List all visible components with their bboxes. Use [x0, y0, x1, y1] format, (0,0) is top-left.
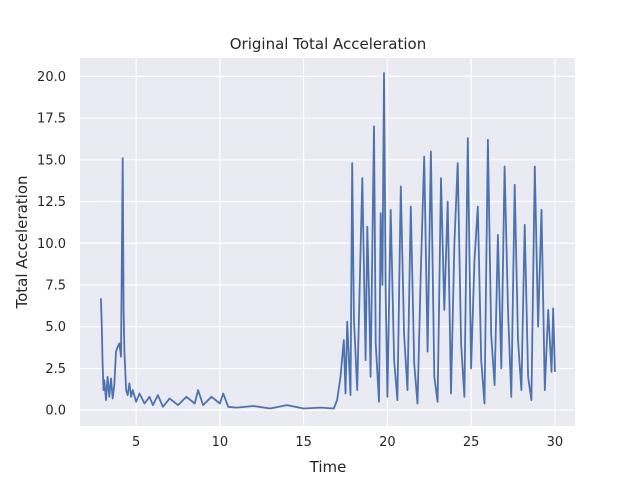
y-axis-label: Total Acceleration	[13, 175, 31, 309]
x-tick-label: 20	[379, 435, 396, 450]
y-tick-label: 12.5	[37, 195, 66, 210]
x-tick-label: 10	[212, 435, 229, 450]
x-tick-label: 15	[295, 435, 312, 450]
y-tick-label: 5.0	[45, 320, 66, 335]
x-tick-label: 30	[547, 435, 564, 450]
series-line-0	[100, 72, 556, 410]
y-tick-label: 15.0	[37, 153, 66, 168]
y-tick-label: 10.0	[37, 237, 66, 252]
y-tick-label: 17.5	[37, 112, 66, 127]
y-tick-label: 7.5	[45, 278, 66, 293]
chart-title: Original Total Acceleration	[230, 35, 426, 53]
x-tick-labels: 5 10 15 20 25 30	[132, 435, 563, 450]
series-layer	[100, 72, 556, 410]
x-tick-label: 25	[463, 435, 480, 450]
y-tick-label: 2.5	[45, 362, 66, 377]
y-tick-labels: 0.0 2.5 5.0 7.5 10.0 12.5 15.0 17.5 20.0	[37, 70, 66, 419]
grid-lines	[80, 58, 575, 426]
y-tick-label: 0.0	[45, 404, 66, 419]
x-tick-label: 5	[132, 435, 140, 450]
y-tick-label: 20.0	[37, 70, 66, 85]
x-axis-label: Time	[309, 458, 347, 476]
plot-background	[80, 58, 575, 426]
